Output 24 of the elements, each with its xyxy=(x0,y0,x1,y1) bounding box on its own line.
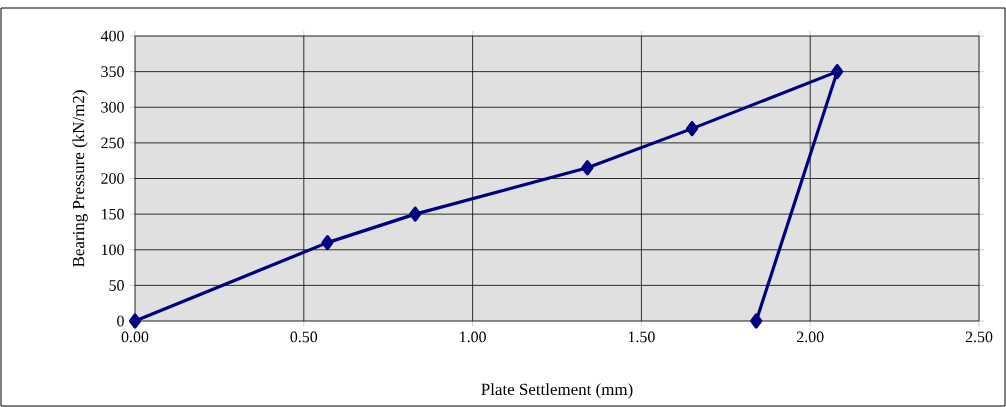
x-axis-title: Plate Settlement (mm) xyxy=(481,383,633,399)
point xyxy=(409,206,422,222)
y-tick-label: 50 xyxy=(109,280,124,291)
y-tick-label: 300 xyxy=(101,101,124,113)
x-tick-label: 0.50 xyxy=(290,331,318,343)
y-tick-label: 250 xyxy=(101,137,124,149)
x-tick-label: 0.00 xyxy=(121,331,149,343)
y-tick-label: 200 xyxy=(101,173,124,184)
x-tick-label: 2.50 xyxy=(965,331,993,343)
y-axis-title: Bearing Pressure (kN/m2) xyxy=(72,90,88,267)
x-tick-label: 1.00 xyxy=(460,331,486,343)
point xyxy=(581,160,594,176)
point xyxy=(128,313,142,329)
y-tick-label: 0 xyxy=(117,315,124,327)
point xyxy=(750,313,763,329)
y-tick-label: 100 xyxy=(101,244,124,256)
x-tick-label: 2.00 xyxy=(796,331,824,343)
point xyxy=(321,235,334,251)
point xyxy=(831,64,844,80)
y-tick-label: 150 xyxy=(101,208,124,220)
x-tick-label: 1.50 xyxy=(628,331,655,343)
y-tick-label: 400 xyxy=(100,30,124,42)
point xyxy=(685,121,699,137)
y-tick-label: 350 xyxy=(101,66,124,77)
